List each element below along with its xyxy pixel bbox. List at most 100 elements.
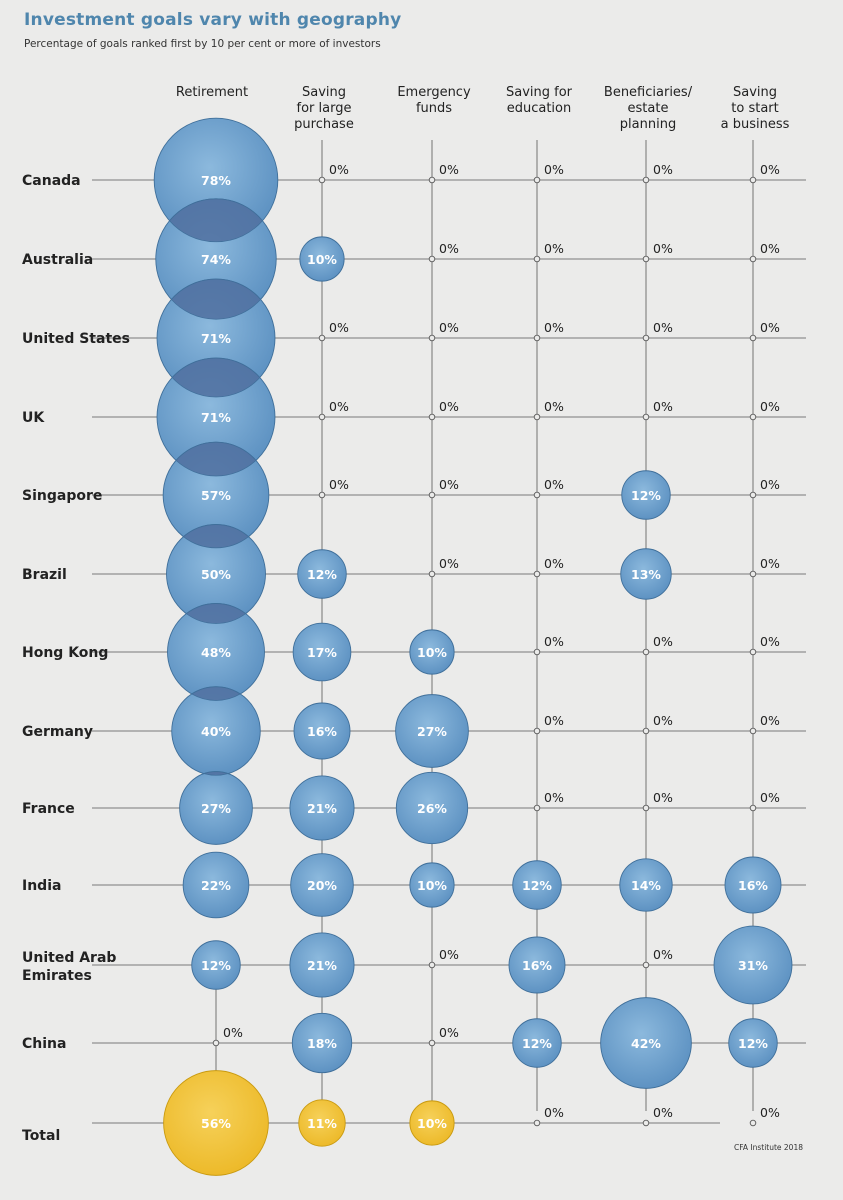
zero-node — [428, 1039, 436, 1047]
bubble-overlap — [175, 441, 257, 477]
bubble-overlap — [185, 603, 247, 624]
data-label: 48% — [201, 645, 231, 660]
data-bubble — [409, 862, 455, 908]
data-label: 0% — [439, 947, 459, 962]
zero-node — [533, 176, 541, 184]
data-label: 0% — [653, 162, 673, 177]
zero-node — [749, 176, 757, 184]
chart-subtitle: Percentage of goals ranked first by 10 p… — [24, 38, 381, 50]
data-label: 31% — [738, 958, 768, 973]
data-label: 71% — [201, 410, 231, 425]
data-label: 0% — [439, 162, 459, 177]
data-label: 0% — [760, 713, 780, 728]
zero-node — [642, 176, 650, 184]
zero-node — [533, 804, 541, 812]
data-label: 0% — [653, 634, 673, 649]
row-label: Total — [22, 1128, 60, 1144]
data-bubble — [395, 694, 469, 768]
data-label: 0% — [760, 320, 780, 335]
row-label: Canada — [22, 173, 81, 189]
bubble-overlap — [182, 524, 250, 549]
data-bubble — [620, 548, 672, 600]
row-label: Australia — [22, 252, 93, 268]
data-label: 10% — [417, 1116, 447, 1131]
data-label: 74% — [201, 252, 231, 267]
row-label: Germany — [22, 724, 93, 740]
data-bubble — [290, 853, 354, 917]
zero-node — [749, 255, 757, 263]
zero-node — [428, 413, 436, 421]
zero-node — [749, 570, 757, 578]
data-label: 0% — [760, 556, 780, 571]
data-bubble — [621, 470, 671, 520]
data-label: 57% — [201, 488, 231, 503]
data-label: 0% — [653, 1105, 673, 1120]
zero-node — [749, 648, 757, 656]
bubble-overlap — [202, 771, 230, 776]
data-label: 12% — [631, 488, 661, 503]
data-bubble — [289, 775, 355, 841]
data-bubble — [297, 549, 347, 599]
zero-node — [533, 491, 541, 499]
zero-node — [318, 334, 326, 342]
data-label: 17% — [307, 645, 337, 660]
zero-node — [428, 176, 436, 184]
row-label: India — [22, 878, 61, 894]
data-label: 0% — [760, 477, 780, 492]
column-label: Saving for large purchase — [294, 85, 354, 132]
column-label: Beneficiaries/estate planning — [604, 85, 693, 132]
data-bubble — [182, 851, 250, 919]
source-note: CFA Institute 2018 — [734, 1143, 803, 1152]
row-label: Singapore — [22, 488, 102, 504]
data-label: 0% — [544, 320, 564, 335]
data-bubble — [619, 858, 673, 912]
data-label: 0% — [544, 790, 564, 805]
data-label: 0% — [653, 320, 673, 335]
data-label: 14% — [631, 878, 661, 893]
data-bubble — [724, 856, 782, 914]
data-label: 16% — [522, 958, 552, 973]
data-label: 0% — [653, 947, 673, 962]
zero-node — [533, 648, 541, 656]
total-bubble — [163, 1070, 269, 1176]
data-label: 0% — [329, 162, 349, 177]
zero-node — [428, 334, 436, 342]
data-label: 0% — [544, 399, 564, 414]
data-label: 12% — [201, 958, 231, 973]
data-label: 0% — [439, 241, 459, 256]
total-bubble — [298, 1099, 346, 1147]
data-label: 0% — [223, 1025, 243, 1040]
data-label: 18% — [307, 1036, 337, 1051]
data-label: 0% — [329, 399, 349, 414]
column-label: Retirement — [176, 85, 248, 100]
column-label: Saving to start a business — [721, 85, 790, 132]
data-bubble — [512, 860, 562, 910]
data-label: 0% — [760, 634, 780, 649]
zero-node — [318, 491, 326, 499]
data-label: 21% — [307, 801, 337, 816]
data-label: 0% — [760, 399, 780, 414]
data-bubble — [292, 622, 352, 682]
data-bubble — [728, 1018, 778, 1068]
data-label: 0% — [329, 320, 349, 335]
data-label: 16% — [307, 724, 337, 739]
data-label: 0% — [439, 1025, 459, 1040]
data-label: 12% — [307, 567, 337, 582]
bubble-overlap — [170, 278, 262, 320]
zero-node — [642, 804, 650, 812]
zero-node — [749, 804, 757, 812]
data-bubble — [291, 1012, 353, 1074]
data-label: 12% — [738, 1036, 768, 1051]
data-label: 12% — [522, 878, 552, 893]
bubble-overlap — [191, 686, 241, 701]
zero-node — [428, 961, 436, 969]
data-label: 27% — [201, 801, 231, 816]
zero-node — [212, 1039, 220, 1047]
data-label: 26% — [417, 801, 447, 816]
data-label: 0% — [439, 320, 459, 335]
data-label: 16% — [738, 878, 768, 893]
bubble-overlap — [169, 198, 263, 243]
data-label: 0% — [760, 241, 780, 256]
zero-node — [642, 1119, 650, 1127]
